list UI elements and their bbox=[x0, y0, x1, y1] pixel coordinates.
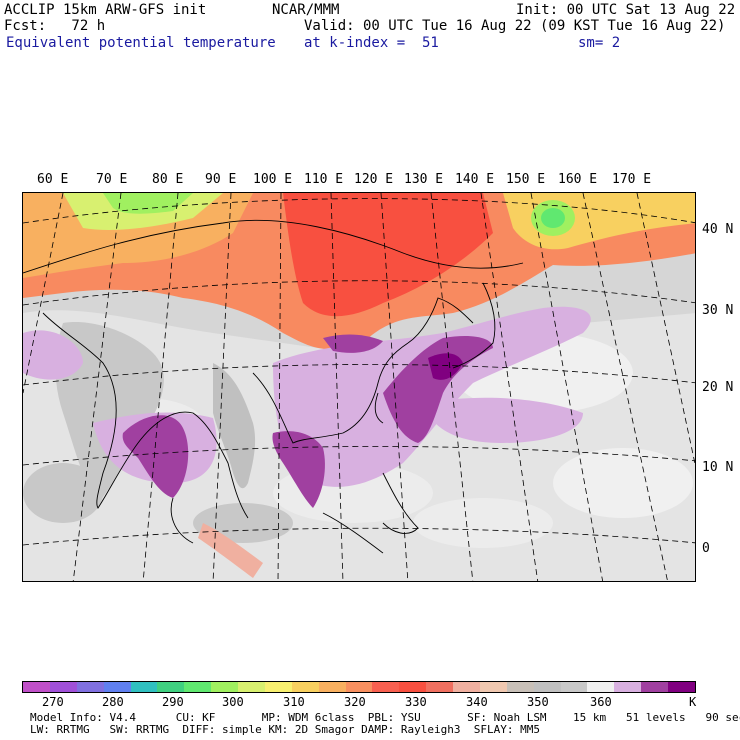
colorbar-tick-280: 280 bbox=[102, 695, 124, 709]
colorbar-tick-340: 340 bbox=[466, 695, 488, 709]
colorbar-swatch bbox=[345, 682, 373, 692]
colorbar-tick-350: 350 bbox=[527, 695, 549, 709]
colorbar-swatch bbox=[641, 682, 668, 692]
lat-label-0: 0 bbox=[702, 541, 710, 556]
colorbar-swatch bbox=[372, 682, 400, 692]
model-info-line1: Model Info: V4.4 CU: KF MP: WDM 6class P… bbox=[30, 711, 740, 724]
lon-label-140e: 140 E bbox=[455, 172, 495, 187]
colorbar-swatch bbox=[560, 682, 588, 692]
colorbar-swatch bbox=[291, 682, 319, 692]
colorbar-swatch bbox=[264, 682, 292, 692]
colorbar-tick-290: 290 bbox=[162, 695, 184, 709]
lon-label-170e: 170 E bbox=[612, 172, 652, 187]
colorbar-swatch bbox=[103, 682, 131, 692]
colorbar-swatch bbox=[479, 682, 507, 692]
lon-label-130e: 130 E bbox=[404, 172, 444, 187]
lon-label-70e: 70 E bbox=[96, 172, 128, 187]
colorbar-swatch bbox=[238, 682, 265, 692]
colorbar-tick-320: 320 bbox=[344, 695, 366, 709]
lon-label-120e: 120 E bbox=[354, 172, 394, 187]
colorbar-tick-270: 270 bbox=[42, 695, 64, 709]
colorbar-swatch bbox=[49, 682, 77, 692]
center-name: NCAR/MMM bbox=[272, 2, 340, 18]
lat-label-30n: 30 N bbox=[702, 303, 734, 318]
colorbar-swatch bbox=[184, 682, 212, 692]
lon-label-150e: 150 E bbox=[506, 172, 546, 187]
lon-label-100e: 100 E bbox=[253, 172, 293, 187]
model-info-line2: LW: RRTMG SW: RRTMG DIFF: simple KM: 2D … bbox=[30, 723, 540, 736]
lon-label-160e: 160 E bbox=[558, 172, 598, 187]
lon-label-80e: 80 E bbox=[152, 172, 184, 187]
forecast-hour: Fcst: 72 h bbox=[4, 18, 106, 34]
colorbar-swatch bbox=[211, 682, 238, 692]
field-name: Equivalent potential temperature bbox=[6, 35, 276, 51]
smoothing-label: sm= 2 bbox=[578, 35, 621, 51]
lon-label-110e: 110 E bbox=[304, 172, 344, 187]
colorbar-tick-300: 300 bbox=[222, 695, 244, 709]
colorbar-tick-360: 360 bbox=[590, 695, 612, 709]
colorbar-tick-330: 330 bbox=[405, 695, 427, 709]
lon-label-60e: 60 E bbox=[37, 172, 69, 187]
valid-time: Valid: 00 UTC Tue 16 Aug 22 (09 KST Tue … bbox=[304, 18, 726, 34]
colorbar-swatch bbox=[130, 682, 158, 692]
model-title: ACCLIP 15km ARW-GFS init bbox=[4, 2, 207, 18]
colorbar-swatch bbox=[587, 682, 615, 692]
level-label: at k-index = 51 bbox=[304, 35, 439, 51]
colorbar-swatch bbox=[453, 682, 480, 692]
map-panel bbox=[22, 192, 696, 582]
colorbar-swatch bbox=[157, 682, 185, 692]
lat-label-20n: 20 N bbox=[702, 380, 734, 395]
colorbar-swatch bbox=[533, 682, 561, 692]
colorbar-swatch bbox=[23, 682, 50, 692]
colorbar-swatch bbox=[426, 682, 453, 692]
colorbar-unit: K bbox=[689, 695, 697, 709]
lat-label-40n: 40 N bbox=[702, 222, 734, 237]
colorbar-swatch bbox=[318, 682, 346, 692]
colorbar-tick-310: 310 bbox=[283, 695, 305, 709]
colorbar-swatch bbox=[614, 682, 642, 692]
lon-label-90e: 90 E bbox=[205, 172, 237, 187]
init-time: Init: 00 UTC Sat 13 Aug 22 bbox=[516, 2, 736, 18]
lat-label-10n: 10 N bbox=[702, 460, 734, 475]
colorbar-swatch bbox=[668, 682, 695, 692]
colorbar-swatch bbox=[506, 682, 534, 692]
colorbar-swatch bbox=[76, 682, 104, 692]
theta-e-field bbox=[23, 193, 695, 581]
colorbar bbox=[22, 681, 696, 693]
colorbar-swatch bbox=[399, 682, 427, 692]
